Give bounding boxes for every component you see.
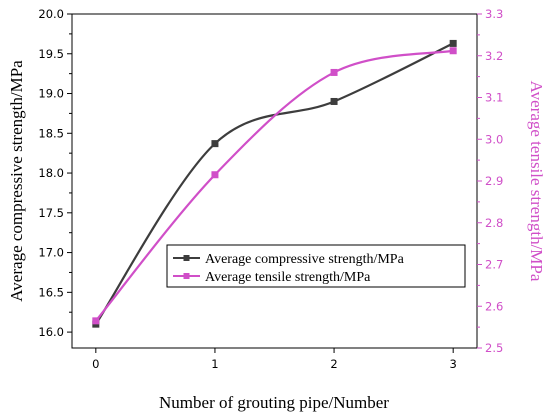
series-layer xyxy=(92,39,457,328)
legend-box xyxy=(166,244,466,288)
series-line-1 xyxy=(94,49,454,322)
y-right-tick-label: 2.8 xyxy=(485,216,503,230)
x-axis-title: Number of grouting pipe/Number xyxy=(159,393,389,412)
data-point-series-1 xyxy=(92,317,100,325)
y-left-tick-label: 16.0 xyxy=(38,325,64,339)
x-tick-label: 2 xyxy=(330,357,337,371)
x-tick-label: 1 xyxy=(211,357,218,371)
legend-marker-tensile xyxy=(183,273,190,279)
y-right-tick-label: 3.3 xyxy=(485,7,503,21)
legend-label-tensile: Average tensile strength/MPa xyxy=(205,270,371,285)
legend-item-tensile: Average tensile strength/MPa xyxy=(173,270,371,285)
ticks-layer: 0 1 2 3 16.0 16.5 17.0 17.5 18.0 18.5 19.0 19.5 20.0… xyxy=(38,7,503,371)
y-left-tick-label: 18.5 xyxy=(38,126,64,140)
y-right-tick-label: 2.6 xyxy=(485,299,503,313)
data-point-series-1 xyxy=(330,68,338,76)
y-left-tick-label: 16.5 xyxy=(38,285,64,299)
y-right-tick-label: 2.9 xyxy=(485,174,503,188)
data-point-series-0 xyxy=(211,140,219,148)
data-point-series-1 xyxy=(211,171,219,179)
y-left-tick-label: 17.5 xyxy=(38,206,64,220)
data-point-series-0 xyxy=(330,97,338,105)
y-right-tick-label: 3.0 xyxy=(485,132,503,146)
y-right-tick-label: 3.2 xyxy=(485,49,503,63)
y-right-tick-label: 3.1 xyxy=(485,91,503,105)
legend-marker-compressive xyxy=(183,255,190,261)
legend: Average compressive strength/MPa Average… xyxy=(166,244,466,288)
y-left-tick-label: 19.5 xyxy=(38,47,64,61)
data-point-series-0 xyxy=(449,39,457,47)
y-right-tick-label: 2.7 xyxy=(485,258,503,272)
y-left-tick-label: 18.0 xyxy=(38,166,64,180)
data-point-series-1 xyxy=(449,47,457,55)
y-left-tick-label: 17.0 xyxy=(38,246,64,260)
y-right-tick-label: 2.5 xyxy=(485,341,503,355)
plot-frame xyxy=(71,13,478,349)
legend-label-compressive: Average compressive strength/MPa xyxy=(205,252,405,267)
x-tick-label: 3 xyxy=(450,357,457,371)
y-axis-right-title: Average tensile strength/MPa xyxy=(527,81,546,282)
y-left-tick-label: 20.0 xyxy=(38,7,64,21)
x-tick-label: 0 xyxy=(92,357,99,371)
series-line-0 xyxy=(94,42,454,325)
y-left-tick-label: 19.0 xyxy=(38,87,64,101)
legend-item-compressive: Average compressive strength/MPa xyxy=(173,252,405,267)
y-axis-left-title: Average compressive strength/MPa xyxy=(7,60,26,302)
